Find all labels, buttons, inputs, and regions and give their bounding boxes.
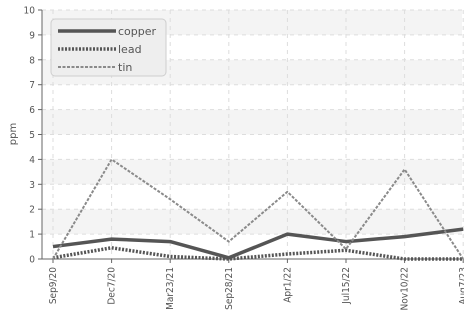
- y-tick-label: 6: [29, 105, 35, 116]
- series-line-lead: [52, 246, 464, 261]
- x-tick-label: Sep28/21: [224, 267, 235, 310]
- y-tick-label: 9: [29, 30, 35, 41]
- x-tick-label: Mar23/21: [165, 267, 176, 310]
- y-axis-label: ppm: [8, 123, 19, 145]
- series-line-tin: [52, 158, 464, 260]
- x-tick-label: Sep9/20: [48, 267, 59, 304]
- x-tick-label: Aug7/23: [458, 267, 464, 305]
- y-tick-label: 8: [29, 55, 35, 66]
- x-tick-label: Jul15/22: [341, 267, 352, 305]
- y-tick-label: 10: [24, 6, 36, 17]
- legend-label-tin: tin: [118, 61, 132, 74]
- x-tick-label: Nov10/22: [400, 267, 411, 310]
- legend: copper lead tin: [50, 18, 167, 77]
- y-tick-label: 3: [29, 180, 35, 191]
- x-tick-label: Apr1/22: [282, 267, 293, 303]
- y-tick-label: 5: [29, 130, 35, 141]
- y-tick-label: 7: [29, 80, 35, 91]
- plot-band: [42, 84, 462, 110]
- x-tick-labels: Sep9/20 Dec7/20 Mar23/21 Sep28/21 Apr1/22 Jul…: [48, 267, 464, 311]
- series-line-copper: [52, 227, 464, 260]
- legend-label-copper: copper: [118, 25, 157, 38]
- series-lines: [52, 158, 464, 261]
- y-tick-label: 0: [29, 255, 35, 266]
- axes: [38, 9, 464, 263]
- plot-band: [42, 134, 462, 160]
- x-tick-label: Dec7/20: [107, 267, 118, 305]
- y-tick-label: 1: [29, 230, 35, 241]
- y-tick-label: 4: [29, 155, 35, 166]
- plot-band: [42, 184, 462, 210]
- y-tick-labels: 0 1 2 3 4 5 6 7 8 9 10: [24, 6, 36, 266]
- y-tick-label: 2: [29, 205, 35, 216]
- plot-band: [42, 109, 462, 135]
- legend-label-lead: lead: [118, 43, 142, 56]
